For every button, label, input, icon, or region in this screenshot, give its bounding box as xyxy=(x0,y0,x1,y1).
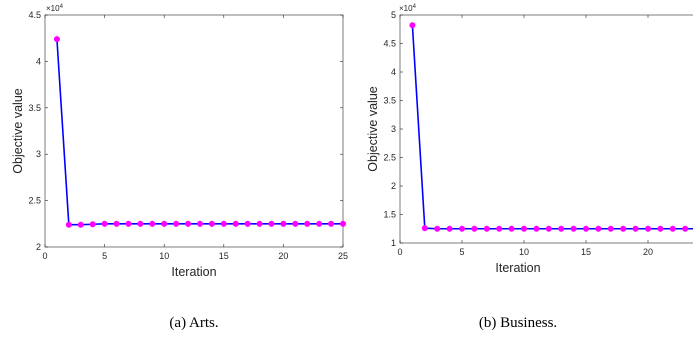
data-point xyxy=(232,220,239,227)
data-point xyxy=(65,221,72,228)
data-point xyxy=(595,225,602,232)
x-tick-label: 0 xyxy=(42,251,47,261)
data-point xyxy=(208,220,215,227)
data-point xyxy=(339,220,347,227)
data-point xyxy=(533,225,540,232)
x-tick-label: 15 xyxy=(219,251,229,261)
y-tick-label: 1.5 xyxy=(383,210,396,220)
x-tick-label: 5 xyxy=(102,251,107,261)
data-point xyxy=(520,225,528,232)
data-point xyxy=(570,225,577,232)
y-tick-label: 3 xyxy=(391,124,396,134)
y-tick-label: 3 xyxy=(36,149,41,159)
data-point xyxy=(632,225,639,232)
x-tick-label: 10 xyxy=(159,251,169,261)
plot-frame xyxy=(44,14,344,248)
data-point xyxy=(669,225,676,232)
data-point xyxy=(471,225,478,232)
data-point xyxy=(304,220,311,227)
y-tick-label: 4 xyxy=(391,67,396,77)
x-tick-label: 10 xyxy=(519,247,529,257)
y-tick-label: 4.5 xyxy=(383,39,396,49)
data-point xyxy=(77,221,84,228)
data-point xyxy=(220,220,227,227)
y-tick-label: 3.5 xyxy=(383,96,396,106)
data-point xyxy=(421,225,428,232)
data-point xyxy=(244,220,251,227)
y-tick-label: 2.5 xyxy=(28,196,41,206)
data-point xyxy=(607,225,614,232)
data-point xyxy=(316,220,323,227)
data-point xyxy=(434,225,441,232)
chart-business: ×104 Objective value Iteration (b) Busin… xyxy=(366,4,693,331)
data-point xyxy=(458,225,466,232)
x-axis-label: Iteration xyxy=(171,265,216,279)
data-point xyxy=(582,225,590,232)
data-point xyxy=(409,22,416,29)
chart-arts: ×104 Objective value Iteration (a) Arts.… xyxy=(11,4,348,331)
data-point xyxy=(446,225,453,232)
caption: (b) Business. xyxy=(479,315,557,331)
x-tick-label: 20 xyxy=(643,247,653,257)
data-point xyxy=(545,225,552,232)
y-tick-label: 3.5 xyxy=(28,103,41,113)
caption: (a) Arts. xyxy=(169,315,218,331)
data-point xyxy=(268,220,275,227)
y-axis-label: Objective value xyxy=(11,88,25,174)
y-tick-label: 4.5 xyxy=(28,10,41,20)
data-point xyxy=(173,220,180,227)
y-tick-label: 4 xyxy=(36,56,41,66)
data-point xyxy=(161,220,168,227)
y-tick-label: 2 xyxy=(36,242,41,252)
y-tick-label: 5 xyxy=(391,10,396,20)
data-point xyxy=(125,220,132,227)
data-point xyxy=(137,220,144,227)
y-exponent: ×104 xyxy=(399,4,417,13)
data-point xyxy=(328,220,335,227)
data-point xyxy=(657,225,664,232)
data-point xyxy=(620,225,627,232)
data-point xyxy=(89,221,96,228)
x-tick-label: 20 xyxy=(278,251,288,261)
data-point xyxy=(53,36,60,43)
data-point xyxy=(280,220,287,227)
data-point xyxy=(256,220,263,227)
data-point xyxy=(196,220,204,227)
y-tick-label: 2.5 xyxy=(383,153,396,163)
x-tick-label: 5 xyxy=(459,247,464,257)
y-tick-label: 1 xyxy=(391,238,396,248)
data-point xyxy=(483,225,490,232)
data-point xyxy=(101,220,108,227)
data-point xyxy=(508,225,515,232)
x-axis-label: Iteration xyxy=(495,261,540,275)
x-tick-label: 25 xyxy=(338,251,348,261)
data-point xyxy=(113,220,120,227)
data-point xyxy=(558,225,565,232)
y-exponent: ×104 xyxy=(46,4,64,13)
data-point xyxy=(682,225,689,232)
data-point xyxy=(496,225,503,232)
data-point xyxy=(644,225,652,232)
x-tick-label: 0 xyxy=(397,247,402,257)
x-tick-label: 15 xyxy=(581,247,591,257)
data-point xyxy=(149,220,156,227)
data-point xyxy=(184,220,192,227)
plot-frame xyxy=(399,14,693,244)
data-point xyxy=(292,220,299,227)
y-axis-label: Objective value xyxy=(366,86,380,172)
y-tick-label: 2 xyxy=(391,181,396,191)
